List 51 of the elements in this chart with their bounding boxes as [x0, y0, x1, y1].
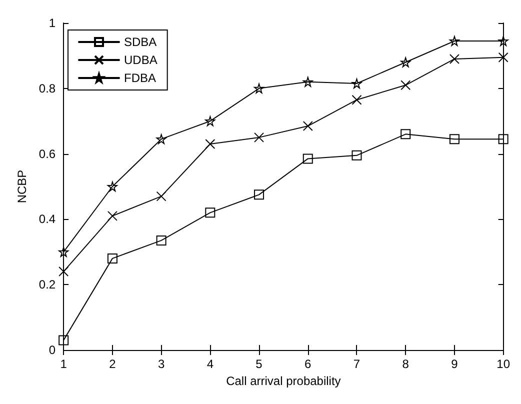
point [156, 134, 166, 144]
point [156, 191, 166, 202]
x-tick-label: 1 [60, 357, 68, 371]
point [352, 78, 362, 88]
point [449, 54, 460, 64]
x-tick-label: 10 [496, 357, 510, 371]
x-tick-label: 4 [206, 357, 214, 371]
x-tick-label: 6 [304, 357, 312, 371]
point [107, 210, 118, 221]
point [400, 57, 411, 68]
point [302, 121, 313, 132]
point [254, 190, 264, 200]
point [254, 83, 264, 94]
y-tick-label: 0.4 [38, 212, 56, 226]
point [205, 116, 216, 126]
point [107, 182, 118, 192]
point [498, 134, 508, 144]
legend-label: UDBA [124, 53, 158, 67]
y-axis-title: NCBP [15, 170, 29, 204]
point [498, 52, 508, 62]
point [498, 36, 508, 46]
x-tick-label: 5 [256, 357, 263, 371]
y-tick-label: 0.8 [38, 81, 56, 96]
point [254, 132, 264, 142]
x-tick-label: 3 [158, 357, 165, 371]
point [302, 76, 313, 87]
point [352, 150, 362, 160]
point [107, 253, 118, 264]
point [400, 80, 411, 90]
point [205, 138, 216, 149]
x-tick-label: 2 [109, 357, 116, 371]
x-tick-label: 8 [402, 357, 410, 371]
point [156, 235, 166, 246]
x-tick-label: 9 [451, 357, 458, 371]
point [449, 36, 460, 46]
point [58, 266, 69, 277]
y-tick-label: 0.2 [38, 278, 56, 292]
point [400, 129, 411, 140]
point [352, 94, 362, 105]
legend-label: SDBA [124, 35, 157, 49]
y-tick-label: 1 [48, 16, 56, 30]
point [58, 246, 69, 257]
y-tick-label: 0 [48, 343, 56, 357]
point [205, 208, 216, 218]
point [302, 154, 313, 164]
x-axis-title: Call arrival probability [226, 374, 341, 388]
x-tick-label: 7 [353, 357, 360, 371]
y-tick-label: 0.6 [38, 146, 56, 161]
point [449, 134, 460, 144]
legend-label: FDBA [124, 71, 156, 85]
point [58, 335, 69, 346]
